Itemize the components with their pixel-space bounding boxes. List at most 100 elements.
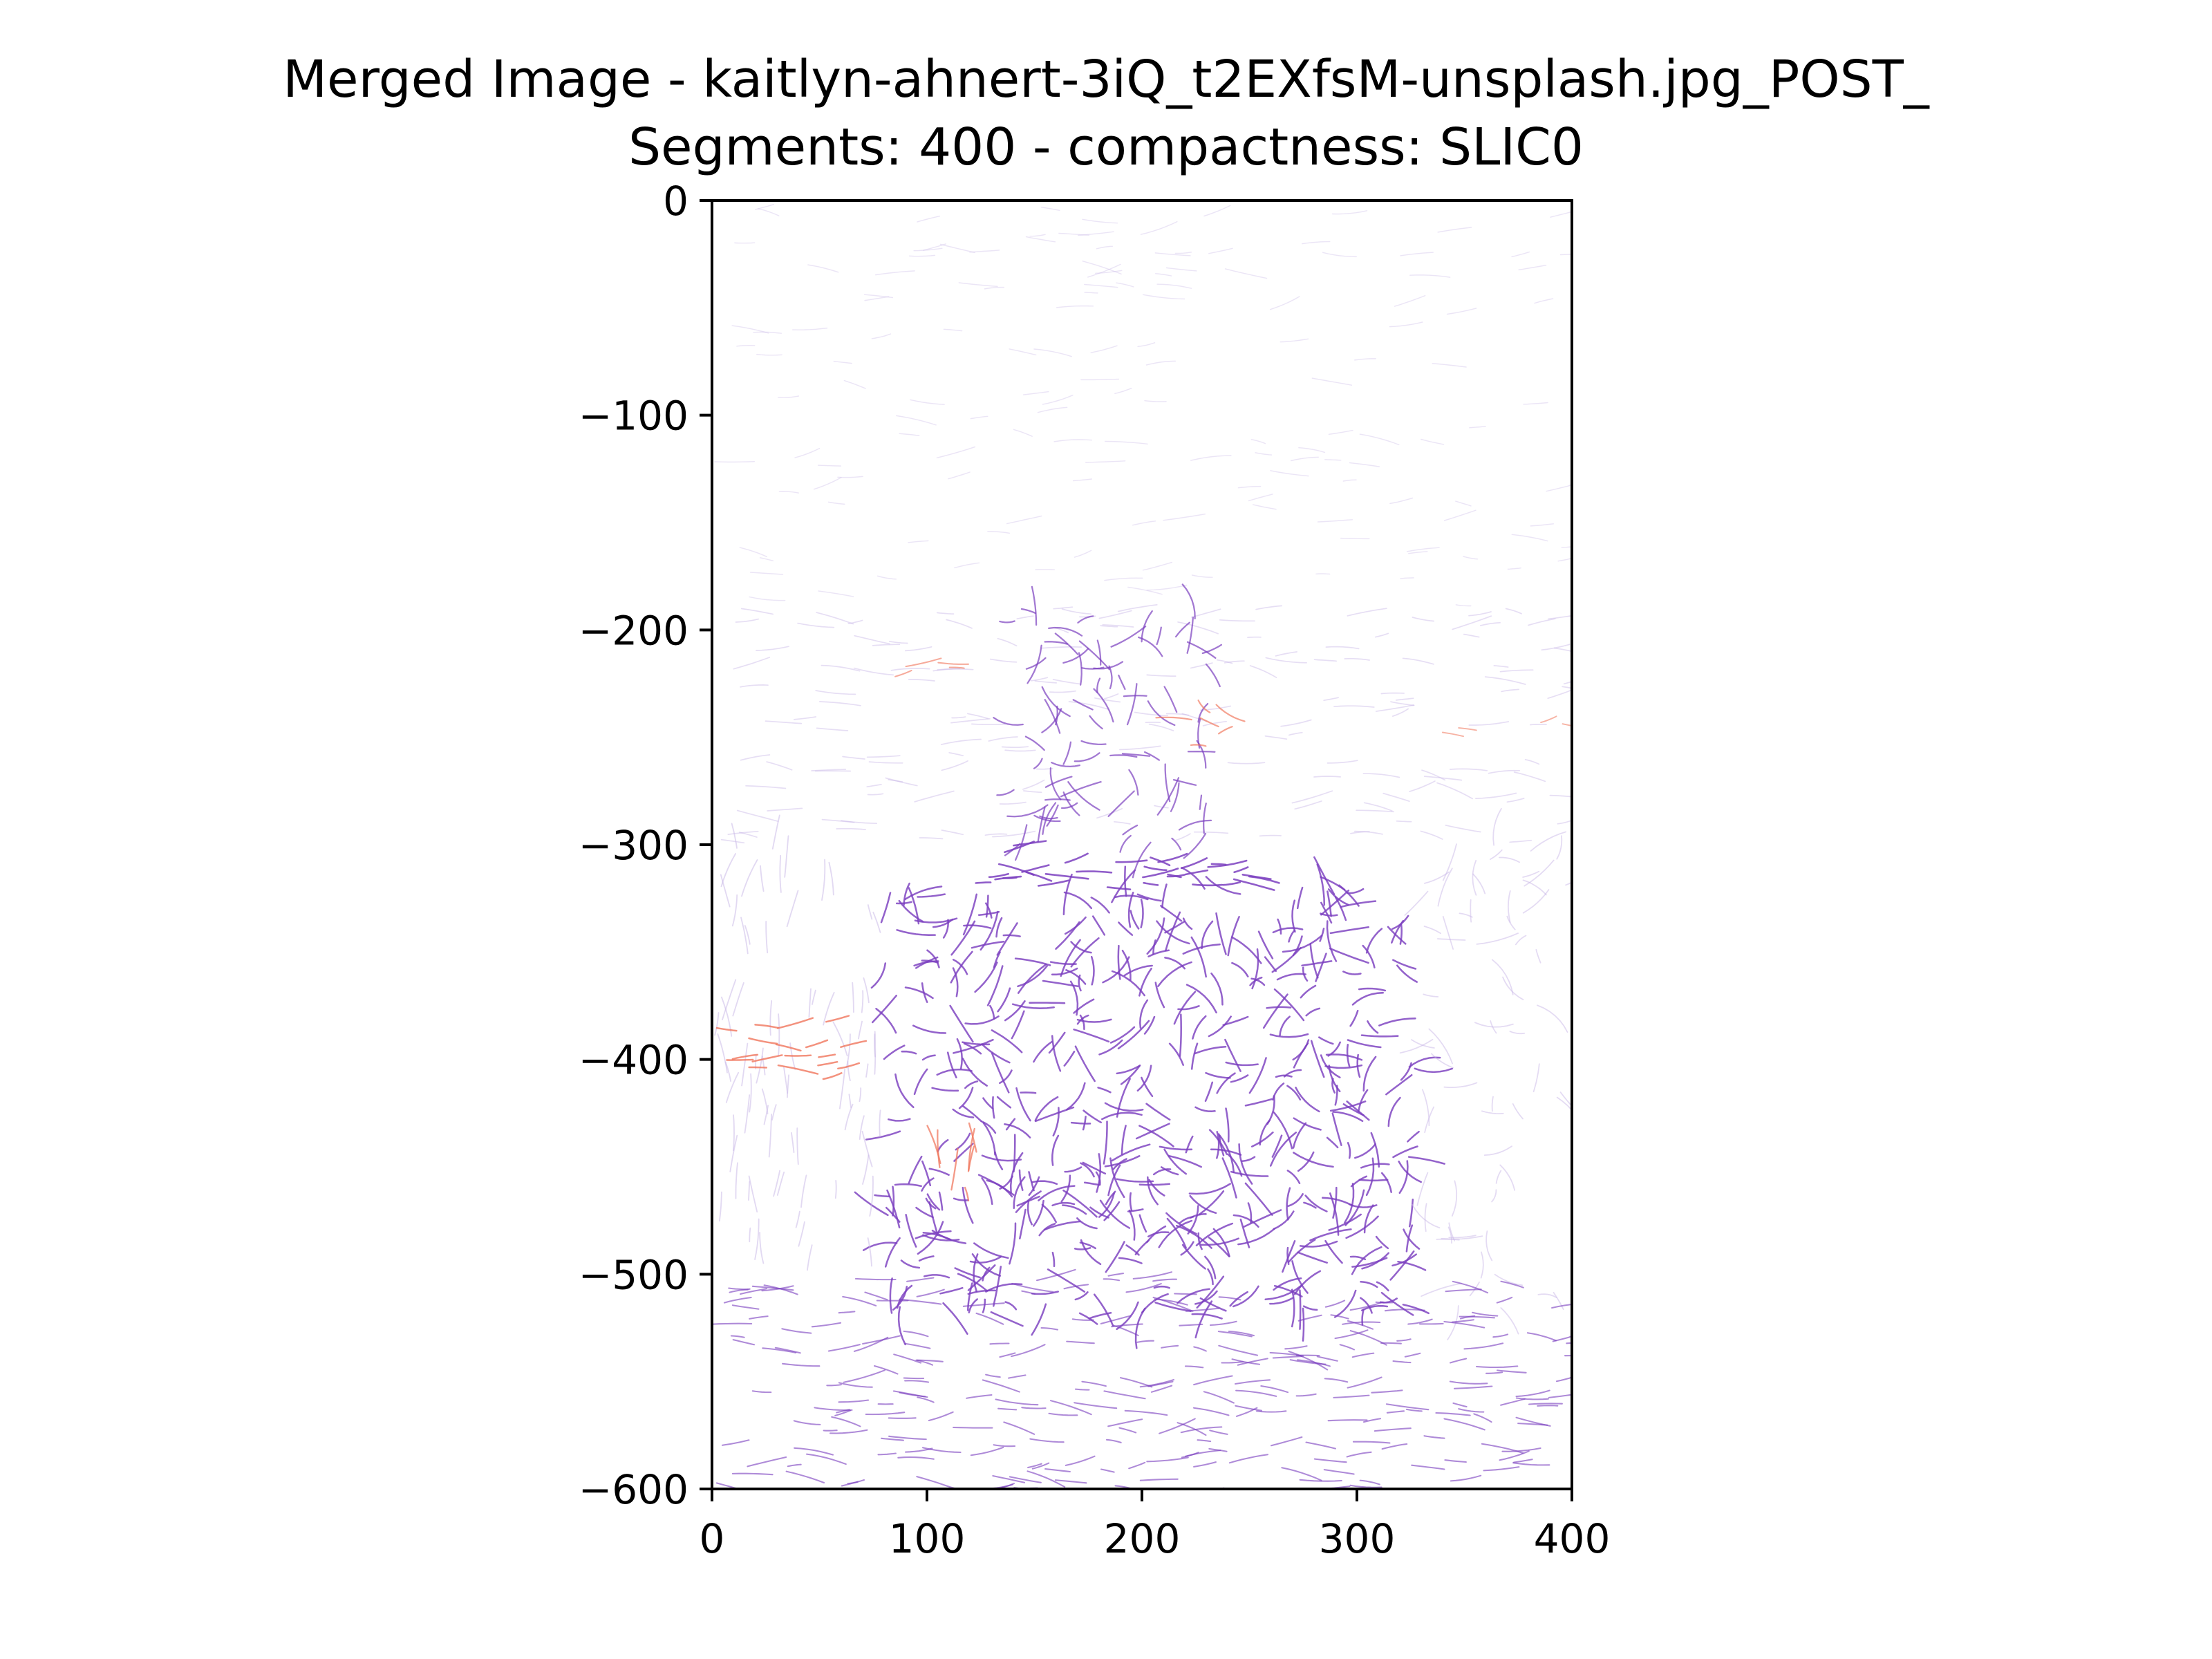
streamline	[1344, 1183, 1355, 1224]
streamline	[837, 476, 863, 478]
streamline	[1282, 1240, 1296, 1273]
streamline	[903, 1330, 929, 1338]
streamline	[738, 832, 758, 838]
streamline	[775, 1043, 802, 1052]
streamline	[725, 1071, 740, 1103]
streamline	[1509, 839, 1533, 843]
streamline	[1117, 1020, 1150, 1050]
streamline	[872, 911, 881, 933]
streamline	[938, 1191, 944, 1211]
streamline	[1104, 693, 1119, 700]
streamline	[723, 1296, 752, 1304]
streamline	[1350, 831, 1370, 834]
streamline	[888, 641, 908, 644]
streamline	[1080, 1239, 1102, 1266]
streamline	[1035, 1268, 1076, 1282]
streamline	[1265, 657, 1307, 664]
streamline	[1421, 1282, 1463, 1297]
streamline	[1534, 298, 1554, 304]
streamline	[873, 1365, 899, 1375]
streamline	[1062, 648, 1089, 664]
streamline-region-ground	[711, 1268, 1573, 1490]
streamline	[1502, 976, 1524, 1000]
streamline	[1082, 1109, 1102, 1123]
streamline	[958, 282, 998, 288]
streamline	[1391, 1253, 1417, 1267]
streamline	[1219, 619, 1255, 622]
streamline	[1190, 662, 1213, 669]
streamline	[1349, 462, 1380, 467]
streamline	[1049, 1400, 1092, 1416]
streamline	[897, 1456, 935, 1460]
streamline	[1015, 1087, 1031, 1122]
streamline	[1141, 1076, 1154, 1098]
streamline	[1185, 869, 1209, 876]
streamline	[823, 991, 835, 1026]
streamline	[1292, 1039, 1310, 1061]
streamline	[1033, 1040, 1053, 1063]
streamline	[1022, 391, 1049, 395]
streamline	[1098, 610, 1132, 619]
streamline	[1374, 632, 1389, 638]
plot-frame	[711, 199, 1573, 1490]
streamline-region-accent-right	[1441, 715, 1573, 738]
streamline	[1208, 1015, 1232, 1038]
streamline	[1199, 794, 1203, 810]
streamline	[1548, 615, 1573, 620]
streamline	[1559, 1091, 1573, 1120]
streamline	[1071, 1318, 1094, 1321]
streamline	[1037, 879, 1070, 887]
streamline	[1298, 447, 1326, 453]
streamline	[917, 893, 946, 898]
streamline	[1507, 567, 1521, 570]
streamline	[1011, 1344, 1046, 1358]
streamline-region-right-side	[1399, 807, 1573, 1340]
streamline	[1443, 509, 1477, 521]
x-tick-label: 400	[1534, 1515, 1611, 1562]
streamline	[1188, 1183, 1231, 1195]
streamline	[1227, 1153, 1243, 1177]
x-tick-label: 0	[700, 1515, 725, 1562]
streamline	[863, 294, 894, 299]
streamline	[1351, 1352, 1375, 1358]
streamline	[1157, 961, 1192, 987]
streamline	[1339, 1344, 1356, 1351]
streamline	[946, 619, 973, 629]
streamline	[1021, 1407, 1047, 1409]
streamline	[1179, 1216, 1194, 1224]
streamline	[1119, 745, 1161, 751]
streamline	[914, 790, 955, 803]
streamline	[982, 1298, 986, 1313]
streamline	[964, 1186, 970, 1201]
streamline	[1042, 802, 1057, 835]
streamline	[1447, 1305, 1459, 1340]
streamline	[1537, 1004, 1568, 1033]
streamline	[1316, 863, 1326, 906]
streamline	[1013, 429, 1033, 437]
streamline	[921, 1054, 936, 1061]
streamline	[1392, 1145, 1418, 1159]
streamline	[1183, 832, 1207, 859]
streamline	[1106, 886, 1132, 890]
streamline	[931, 1229, 967, 1244]
streamline	[1228, 1330, 1255, 1337]
streamline	[1271, 947, 1302, 973]
streamline	[964, 1080, 979, 1089]
streamline	[1154, 252, 1191, 256]
streamline	[1311, 377, 1353, 386]
streamline	[1398, 1160, 1409, 1194]
streamline	[1351, 1246, 1382, 1275]
streamline	[728, 1287, 751, 1291]
streamline	[1009, 1222, 1017, 1265]
streamline	[1145, 1103, 1171, 1121]
streamline	[1041, 646, 1082, 649]
streamline	[1020, 608, 1036, 615]
streamline	[1288, 1350, 1329, 1371]
streamline	[1371, 1389, 1403, 1394]
streamline	[1203, 803, 1207, 834]
streamline	[1232, 878, 1275, 891]
streamline	[816, 727, 849, 731]
streamline	[1232, 1214, 1259, 1228]
streamline	[877, 575, 897, 580]
streamline	[1197, 1232, 1203, 1250]
